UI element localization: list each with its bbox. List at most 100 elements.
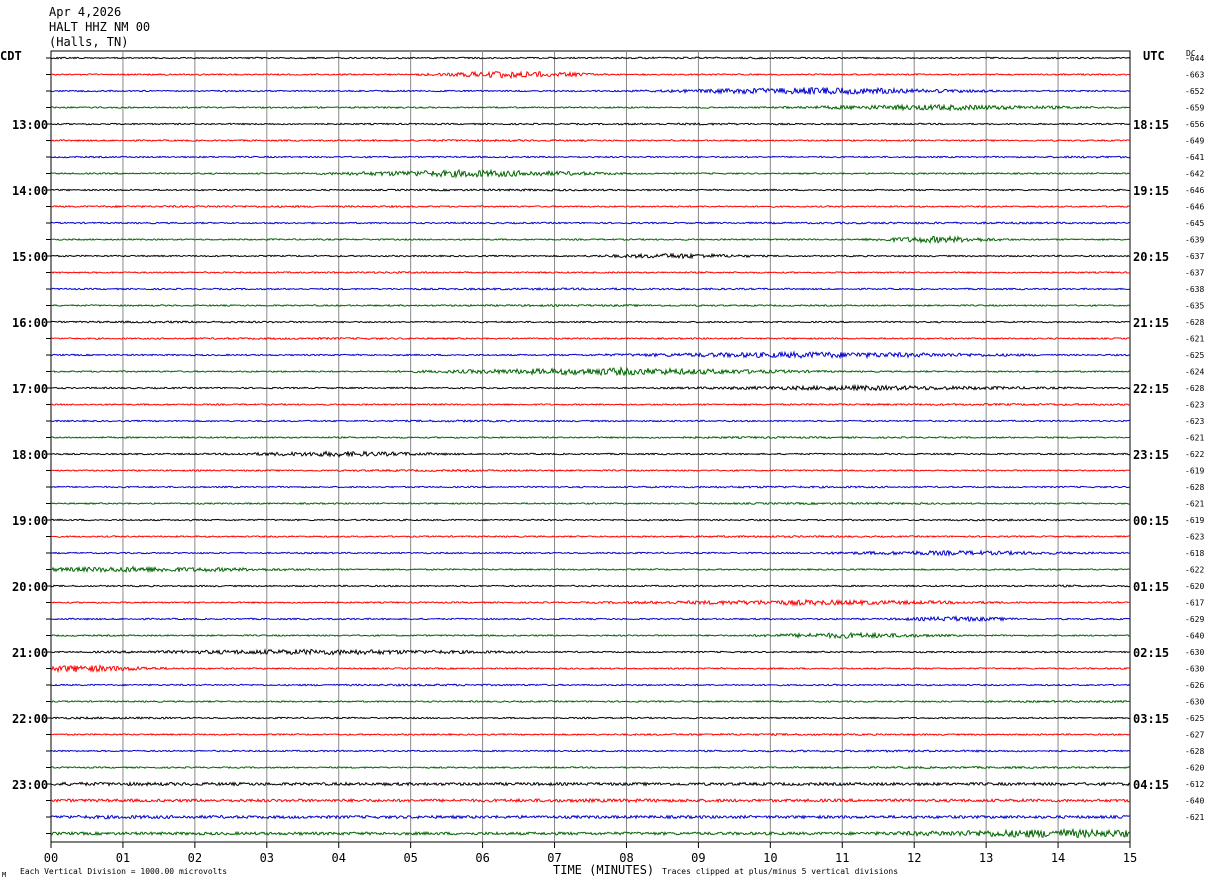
trace-26: [50, 468, 1131, 473]
trace-5: [51, 122, 1131, 126]
dc-offset-21: -628: [1185, 384, 1204, 393]
x-tick-label-15: 15: [1123, 851, 1137, 865]
dc-offset-47: -621: [1185, 813, 1204, 822]
x-tick-label-02: 02: [188, 851, 202, 865]
left-timezone-label: CDT: [0, 49, 22, 63]
hour-label-utc-9: 02:15: [1133, 646, 1169, 660]
trace-30: [51, 534, 1131, 539]
dc-offset-7: -641: [1185, 153, 1204, 162]
trace-14: [50, 270, 1131, 275]
dc-offset-20: -624: [1185, 368, 1204, 377]
trace-3: [50, 86, 1131, 96]
dc-offset-28: -621: [1185, 500, 1204, 509]
dc-offset-34: -617: [1185, 599, 1204, 608]
trace-15: [51, 287, 1131, 291]
hour-label-cdt-5: 17:00: [12, 382, 48, 396]
trace-44: [50, 765, 1131, 770]
hour-label-cdt-11: 23:00: [12, 778, 48, 792]
trace-13: [50, 252, 1131, 260]
dc-offset-2: -663: [1185, 71, 1204, 80]
hour-label-utc-4: 21:15: [1133, 316, 1169, 330]
dc-offset-19: -625: [1185, 351, 1204, 360]
trace-25: [50, 450, 1131, 458]
dc-offset-29: -619: [1185, 516, 1204, 525]
trace-22: [50, 402, 1130, 407]
dc-offset-3: -652: [1185, 87, 1204, 96]
plot-frame: [50, 50, 1131, 843]
dc-offset-15: -638: [1185, 285, 1204, 294]
trace-7: [50, 155, 1131, 159]
trace-46: [50, 797, 1131, 804]
x-tick-label-01: 01: [116, 851, 130, 865]
trace-6: [50, 138, 1131, 143]
trace-48: [50, 827, 1131, 839]
dc-offset-17: -628: [1185, 318, 1204, 327]
trace-21: [50, 383, 1131, 392]
x-tick-label-05: 05: [403, 851, 417, 865]
trace-12: [50, 235, 1131, 245]
x-tick-label-00: 00: [44, 851, 58, 865]
dc-offset-13: -637: [1185, 252, 1204, 261]
hour-label-utc-11: 04:15: [1133, 778, 1169, 792]
dc-offset-33: -620: [1185, 582, 1204, 591]
x-tick-label-11: 11: [835, 851, 849, 865]
hour-label-utc-5: 22:15: [1133, 382, 1169, 396]
dc-offset-43: -628: [1185, 747, 1204, 756]
dc-offset-42: -627: [1185, 731, 1204, 740]
hour-label-utc-2: 19:15: [1133, 184, 1169, 198]
header-date: Apr 4,2026: [49, 5, 122, 19]
dc-offset-44: -620: [1185, 764, 1204, 773]
trace-39: [50, 683, 1131, 687]
x-axis-title: TIME (MINUTES): [553, 863, 655, 877]
x-tick-label-08: 08: [619, 851, 633, 865]
dc-offset-45: -612: [1185, 780, 1204, 789]
hour-label-utc-7: 00:15: [1133, 514, 1169, 528]
x-tick-label-09: 09: [691, 851, 705, 865]
hour-label-cdt-3: 15:00: [12, 250, 48, 264]
dc-offset-40: -630: [1185, 698, 1204, 707]
x-tick-label-10: 10: [763, 851, 777, 865]
hour-label-cdt-9: 21:00: [12, 646, 48, 660]
trace-4: [50, 103, 1131, 112]
dc-offset-39: -626: [1185, 681, 1204, 690]
hour-label-utc-1: 18:15: [1133, 118, 1169, 132]
trace-29: [50, 518, 1131, 522]
hour-label-cdt-6: 18:00: [12, 448, 48, 462]
trace-33: [50, 584, 1131, 588]
trace-27: [50, 485, 1131, 489]
hour-label-cdt-7: 19:00: [12, 514, 48, 528]
trace-8: [50, 168, 1131, 179]
trace-11: [50, 221, 1130, 225]
header-station: HALT HHZ NM 00: [49, 20, 151, 34]
trace-31: [50, 549, 1131, 557]
dc-offset-6: -649: [1185, 137, 1204, 146]
hour-label-cdt-1: 13:00: [12, 118, 48, 132]
trace-36: [50, 631, 1131, 640]
trace-37: [50, 648, 1131, 656]
clip-note: Traces clipped at plus/minus 5 vertical …: [662, 867, 899, 876]
trace-45: [50, 780, 1131, 787]
dc-offset-5: -656: [1185, 120, 1204, 129]
dc-offset-18: -621: [1185, 335, 1204, 344]
trace-16: [50, 303, 1131, 308]
hour-label-utc-10: 03:15: [1133, 712, 1169, 726]
trace-28: [50, 501, 1131, 506]
trace-34: [50, 598, 1131, 607]
header-location: (Halls, TN): [49, 35, 129, 49]
trace-47: [50, 814, 1131, 820]
hour-label-cdt-4: 16:00: [12, 316, 48, 330]
trace-38: [50, 664, 1131, 674]
hour-label-utc-6: 23:15: [1133, 448, 1169, 462]
x-tick-label-03: 03: [260, 851, 274, 865]
trace-35: [50, 615, 1131, 623]
trace-32: [51, 565, 1131, 574]
dc-offset-31: -618: [1185, 549, 1204, 558]
trace-23: [50, 419, 1131, 423]
x-tick-label-14: 14: [1051, 851, 1065, 865]
dc-offset-24: -621: [1185, 434, 1204, 443]
trace-2: [50, 70, 1131, 80]
dc-offset-36: -640: [1185, 632, 1204, 641]
hour-label-utc-8: 01:15: [1133, 580, 1169, 594]
dc-offset-25: -622: [1185, 450, 1204, 459]
hour-label-cdt-2: 14:00: [12, 184, 48, 198]
